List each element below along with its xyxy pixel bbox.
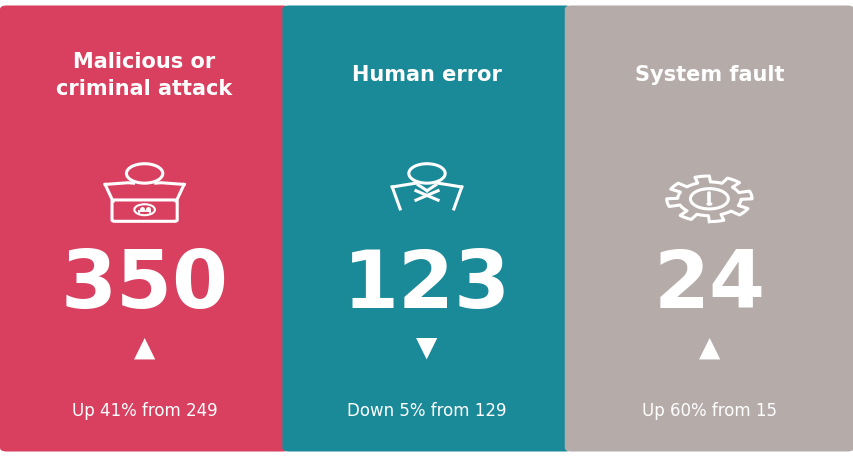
Text: 350: 350 [61, 247, 229, 324]
Text: Up 60% from 15: Up 60% from 15 [641, 402, 776, 420]
Text: ▲: ▲ [698, 333, 719, 361]
Text: Human error: Human error [351, 65, 502, 85]
Text: System fault: System fault [634, 65, 783, 85]
Text: 24: 24 [653, 247, 764, 324]
Text: Down 5% from 129: Down 5% from 129 [347, 402, 506, 420]
Text: ▲: ▲ [134, 333, 155, 361]
Text: 123: 123 [343, 247, 510, 324]
FancyBboxPatch shape [564, 5, 853, 452]
Text: Malicious or
criminal attack: Malicious or criminal attack [56, 52, 233, 99]
Text: ▼: ▼ [415, 333, 438, 361]
FancyBboxPatch shape [0, 5, 289, 452]
Circle shape [706, 202, 711, 205]
Text: Up 41% from 249: Up 41% from 249 [72, 402, 218, 420]
FancyBboxPatch shape [282, 5, 571, 452]
